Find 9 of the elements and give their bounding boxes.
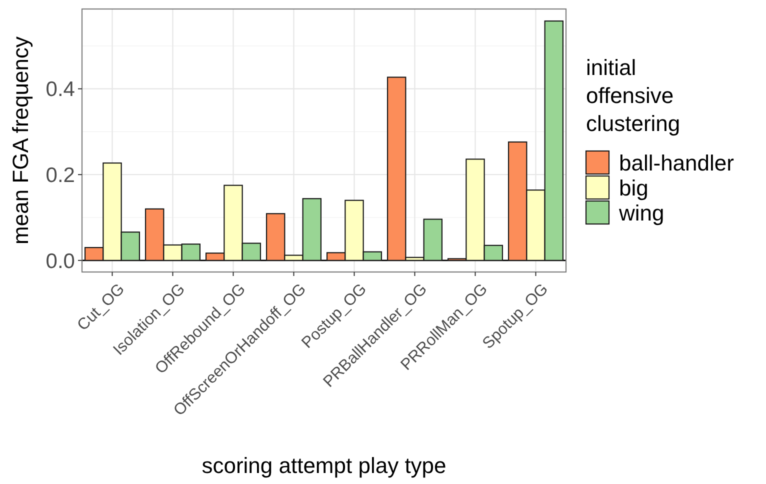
y-tick-label: 0.4 bbox=[46, 78, 76, 102]
legend-title: initial offensive clustering bbox=[586, 55, 680, 136]
y-tick-label: 0.0 bbox=[46, 250, 75, 273]
x-axis-title: scoring attempt play type bbox=[202, 453, 446, 478]
legend-label: ball-handler bbox=[619, 150, 734, 176]
y-tick-label: 0.2 bbox=[46, 164, 75, 187]
y-axis-title: mean FGA frequency bbox=[8, 36, 33, 244]
legend-label: big bbox=[619, 176, 648, 201]
legend-label: wing bbox=[618, 200, 664, 226]
